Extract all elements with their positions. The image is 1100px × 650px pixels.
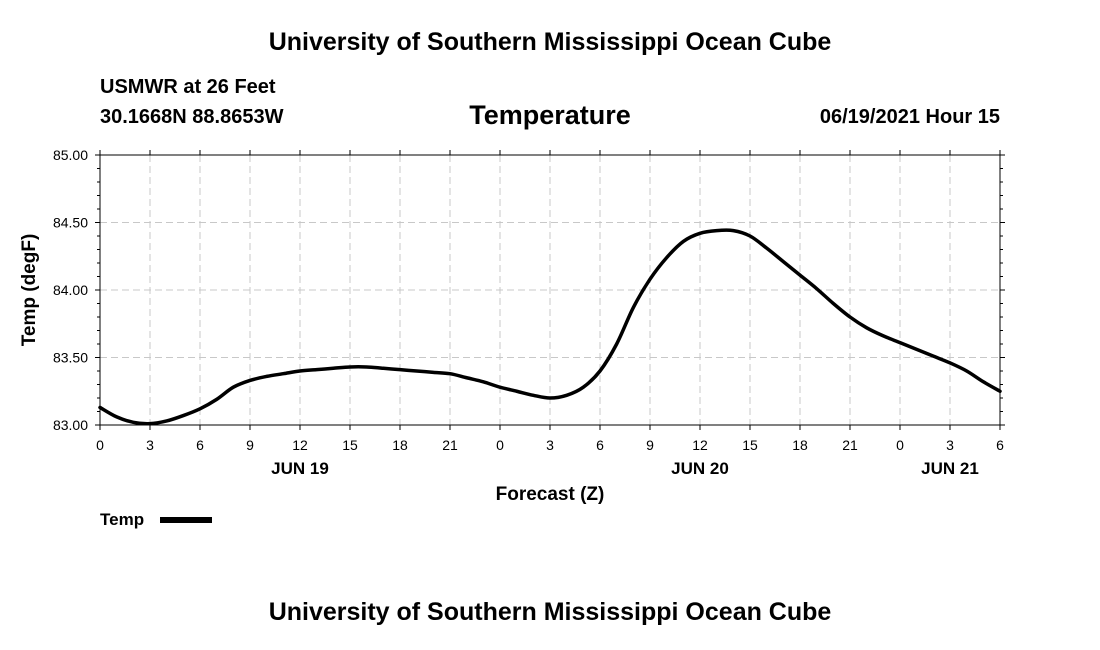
y-tick-label: 84.50	[53, 215, 88, 231]
x-tick-label: 12	[292, 437, 308, 453]
page-title-top: University of Southern Mississippi Ocean…	[268, 28, 832, 56]
x-tick-label: 9	[246, 437, 254, 453]
y-tick-label: 84.00	[53, 282, 88, 298]
x-tick-label: 12	[692, 437, 708, 453]
date-label: JUN 21	[921, 459, 979, 478]
y-tick-labels: 83.00 83.50 84.00 84.50 85.00	[53, 147, 88, 433]
x-tick-label: 0	[496, 437, 504, 453]
x-tick-label: 0	[96, 437, 104, 453]
page-title-bottom: University of Southern Mississippi Ocean…	[268, 598, 832, 626]
station-coordinates: 30.1668N 88.8653W	[100, 106, 284, 128]
chart-grid	[100, 155, 1000, 425]
y-tick-label: 83.00	[53, 417, 88, 433]
x-tick-label: 15	[742, 437, 758, 453]
date-label: JUN 19	[271, 459, 329, 478]
x-tick-label: 3	[946, 437, 954, 453]
legend: Temp	[100, 510, 212, 529]
x-tick-label: 21	[842, 437, 858, 453]
date-labels: JUN 19 JUN 20 JUN 21	[271, 459, 979, 478]
x-tick-label: 6	[196, 437, 204, 453]
x-tick-label: 9	[646, 437, 654, 453]
y-axis-title: Temp (degF)	[19, 234, 40, 347]
plot-frame	[99, 154, 1001, 426]
chart-title: Temperature	[469, 100, 631, 130]
chart-timestamp: 06/19/2021 Hour 15	[819, 106, 1000, 128]
chart-ticks	[95, 150, 1005, 430]
x-tick-label: 3	[546, 437, 554, 453]
x-tick-label: 18	[792, 437, 808, 453]
x-tick-label: 21	[442, 437, 458, 453]
x-axis-title: Forecast (Z)	[496, 484, 605, 505]
x-tick-label: 6	[996, 437, 1004, 453]
date-label: JUN 20	[671, 459, 729, 478]
x-tick-label: 15	[342, 437, 358, 453]
x-tick-labels: 0 3 6 9 12 15 18 21 0 3 6 9 12 15 18 21 0 3 6	[96, 437, 1004, 453]
legend-label-temp: Temp	[100, 510, 144, 529]
x-tick-label: 0	[896, 437, 904, 453]
x-tick-label: 6	[596, 437, 604, 453]
y-tick-label: 83.50	[53, 350, 88, 366]
station-name: USMWR at 26 Feet	[100, 76, 276, 98]
chart-series	[98, 228, 1002, 426]
series-line-temp	[98, 228, 1002, 426]
x-tick-label: 18	[392, 437, 408, 453]
x-tick-label: 3	[146, 437, 154, 453]
y-tick-label: 85.00	[53, 147, 88, 163]
